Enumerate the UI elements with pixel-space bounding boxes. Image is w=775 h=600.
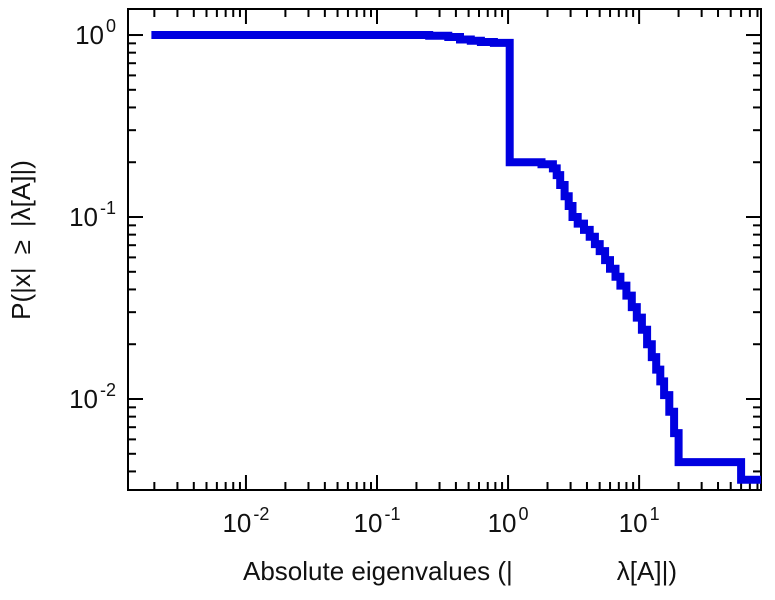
y-tick-label: 10 -2 bbox=[69, 380, 116, 414]
x-tick-label: 10 0 bbox=[488, 504, 529, 538]
series-layer bbox=[151, 31, 761, 484]
y-tick-label: 10 0 bbox=[75, 16, 116, 50]
x-tick-label: 10 1 bbox=[619, 504, 660, 538]
ccdf-step-line bbox=[151, 31, 761, 484]
y-tick-label: 10 -1 bbox=[69, 198, 116, 232]
x-tick-label: 10 -1 bbox=[354, 504, 401, 538]
y-axis-label: P(|x| ≥ |λ[A]|) bbox=[6, 160, 36, 320]
x-tick-label: 10 -2 bbox=[222, 504, 269, 538]
plot-frame bbox=[127, 8, 762, 491]
x-axis-label: Absolute eigenvalues (| λ[A]|) bbox=[243, 556, 677, 586]
